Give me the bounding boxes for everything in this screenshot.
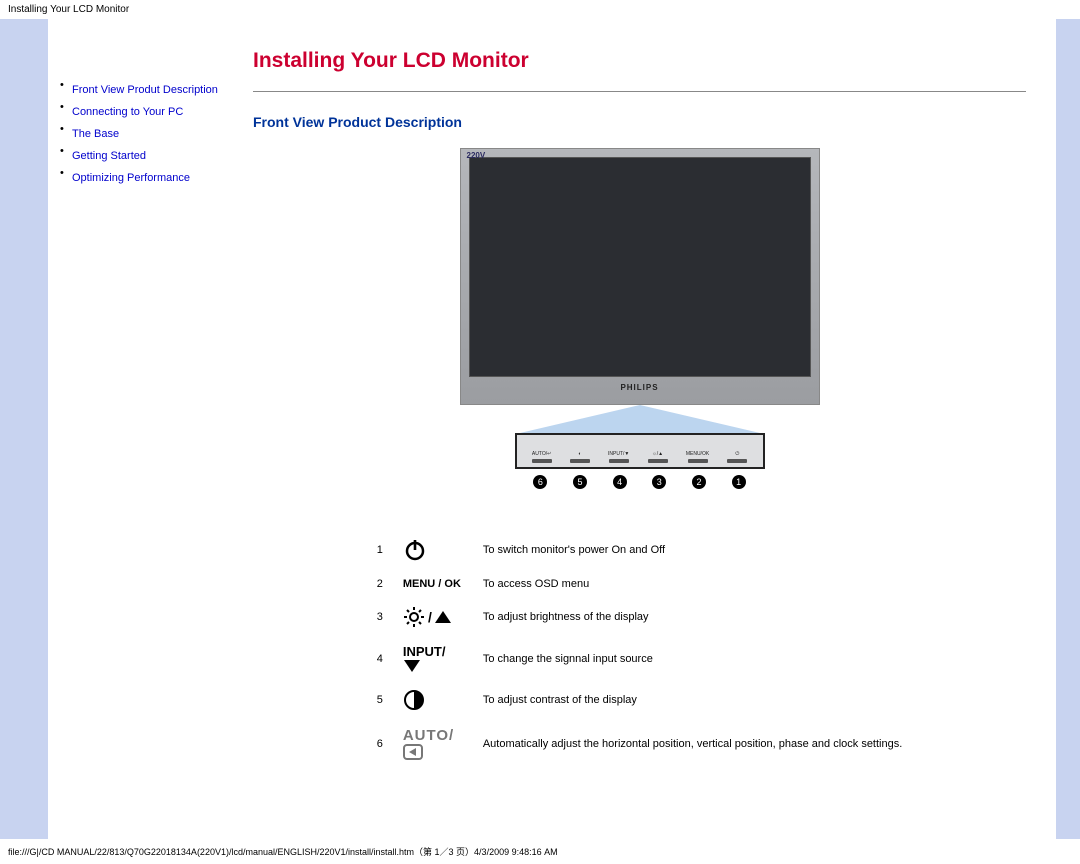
power-icon	[393, 530, 473, 570]
callout-beam	[520, 405, 760, 433]
legend-row-1: 1 To switch monitor's power On and Off	[367, 530, 913, 570]
legend-text: To change the signnal input source	[473, 636, 912, 681]
legend-row-3: 3 / To adjust brightness of the display	[367, 598, 913, 636]
legend-num: 4	[367, 636, 393, 681]
bb-btn-6: AUTO/↵	[532, 452, 552, 463]
legend-num: 5	[367, 681, 393, 719]
sidebar: •Front View Produt Description •Connecti…	[48, 19, 253, 839]
legend-row-5: 5 To adjust contrast of the display	[367, 681, 913, 719]
bb-btn-1: ⏻	[727, 452, 747, 463]
legend-num: 2	[367, 570, 393, 598]
legend-text: To switch monitor's power On and Off	[473, 530, 912, 570]
main-content: Installing Your LCD Monitor Front View P…	[253, 19, 1056, 839]
legend-text: To adjust contrast of the display	[473, 681, 912, 719]
brightness-up-icon: /	[393, 598, 473, 636]
num-circle: 2	[692, 475, 706, 489]
legend-row-6: 6 AUTO/ Automatically adjust the horizon…	[367, 719, 913, 768]
page: •Front View Produt Description •Connecti…	[0, 19, 1080, 839]
legend-num: 1	[367, 530, 393, 570]
bullet: •	[60, 145, 72, 167]
svg-text:/: /	[428, 609, 432, 625]
monitor-bezel: 220V PHILIPS	[460, 148, 820, 405]
legend-table: 1 To switch monitor's power On and Off 2…	[367, 530, 913, 768]
footer-path: file:///G|/CD MANUAL/22/813/Q70G22018134…	[0, 839, 1080, 864]
bullet: •	[60, 101, 72, 123]
num-circle: 4	[613, 475, 627, 489]
bb-btn-2: MENU/OK	[686, 452, 709, 463]
sidebar-item-connecting[interactable]: Connecting to Your PC	[72, 101, 183, 123]
legend-text: Automatically adjust the horizontal posi…	[473, 719, 912, 768]
section-title: Front View Product Description	[253, 114, 1026, 130]
num-circle: 3	[652, 475, 666, 489]
bb-btn-4: INPUT/▼	[608, 452, 629, 463]
num-circle: 5	[573, 475, 587, 489]
button-bar: AUTO/↵ ◐ INPUT/▼ ☼/▲ MENU/OK ⏻	[515, 433, 765, 469]
num-circle: 6	[533, 475, 547, 489]
monitor-screen	[469, 157, 811, 377]
browser-title: Installing Your LCD Monitor	[0, 0, 1080, 19]
bullet: •	[60, 79, 72, 101]
menu-ok-icon: MENU / OK	[393, 570, 473, 598]
num-circle: 1	[732, 475, 746, 489]
auto-back-icon: AUTO/	[393, 719, 473, 768]
legend-text: To adjust brightness of the display	[473, 598, 912, 636]
bb-btn-3: ☼/▲	[648, 452, 668, 463]
legend-num: 6	[367, 719, 393, 768]
button-numbers: 6 5 4 3 2 1	[515, 475, 765, 489]
legend-row-4: 4 INPUT/ To change the signnal input sou…	[367, 636, 913, 681]
monitor-model-label: 220V	[467, 151, 486, 160]
sidebar-item-base[interactable]: The Base	[72, 123, 119, 145]
contrast-icon	[393, 681, 473, 719]
sidebar-item-getting-started[interactable]: Getting Started	[72, 145, 146, 167]
input-down-icon: INPUT/	[393, 636, 473, 681]
bullet: •	[60, 167, 72, 189]
legend-row-2: 2 MENU / OK To access OSD menu	[367, 570, 913, 598]
divider	[253, 91, 1026, 92]
page-title: Installing Your LCD Monitor	[253, 49, 1026, 73]
right-rail	[1056, 19, 1080, 839]
bullet: •	[60, 123, 72, 145]
left-rail	[0, 19, 48, 839]
sidebar-item-front-view[interactable]: Front View Produt Description	[72, 79, 218, 101]
monitor-brand: PHILIPS	[469, 383, 811, 392]
monitor-figure: 220V PHILIPS AUTO/↵ ◐ INPUT/▼ ☼/▲ MENU/O…	[253, 148, 1026, 490]
legend-num: 3	[367, 598, 393, 636]
sidebar-item-optimizing[interactable]: Optimizing Performance	[72, 167, 190, 189]
bb-btn-5: ◐	[570, 452, 590, 463]
legend-text: To access OSD menu	[473, 570, 912, 598]
